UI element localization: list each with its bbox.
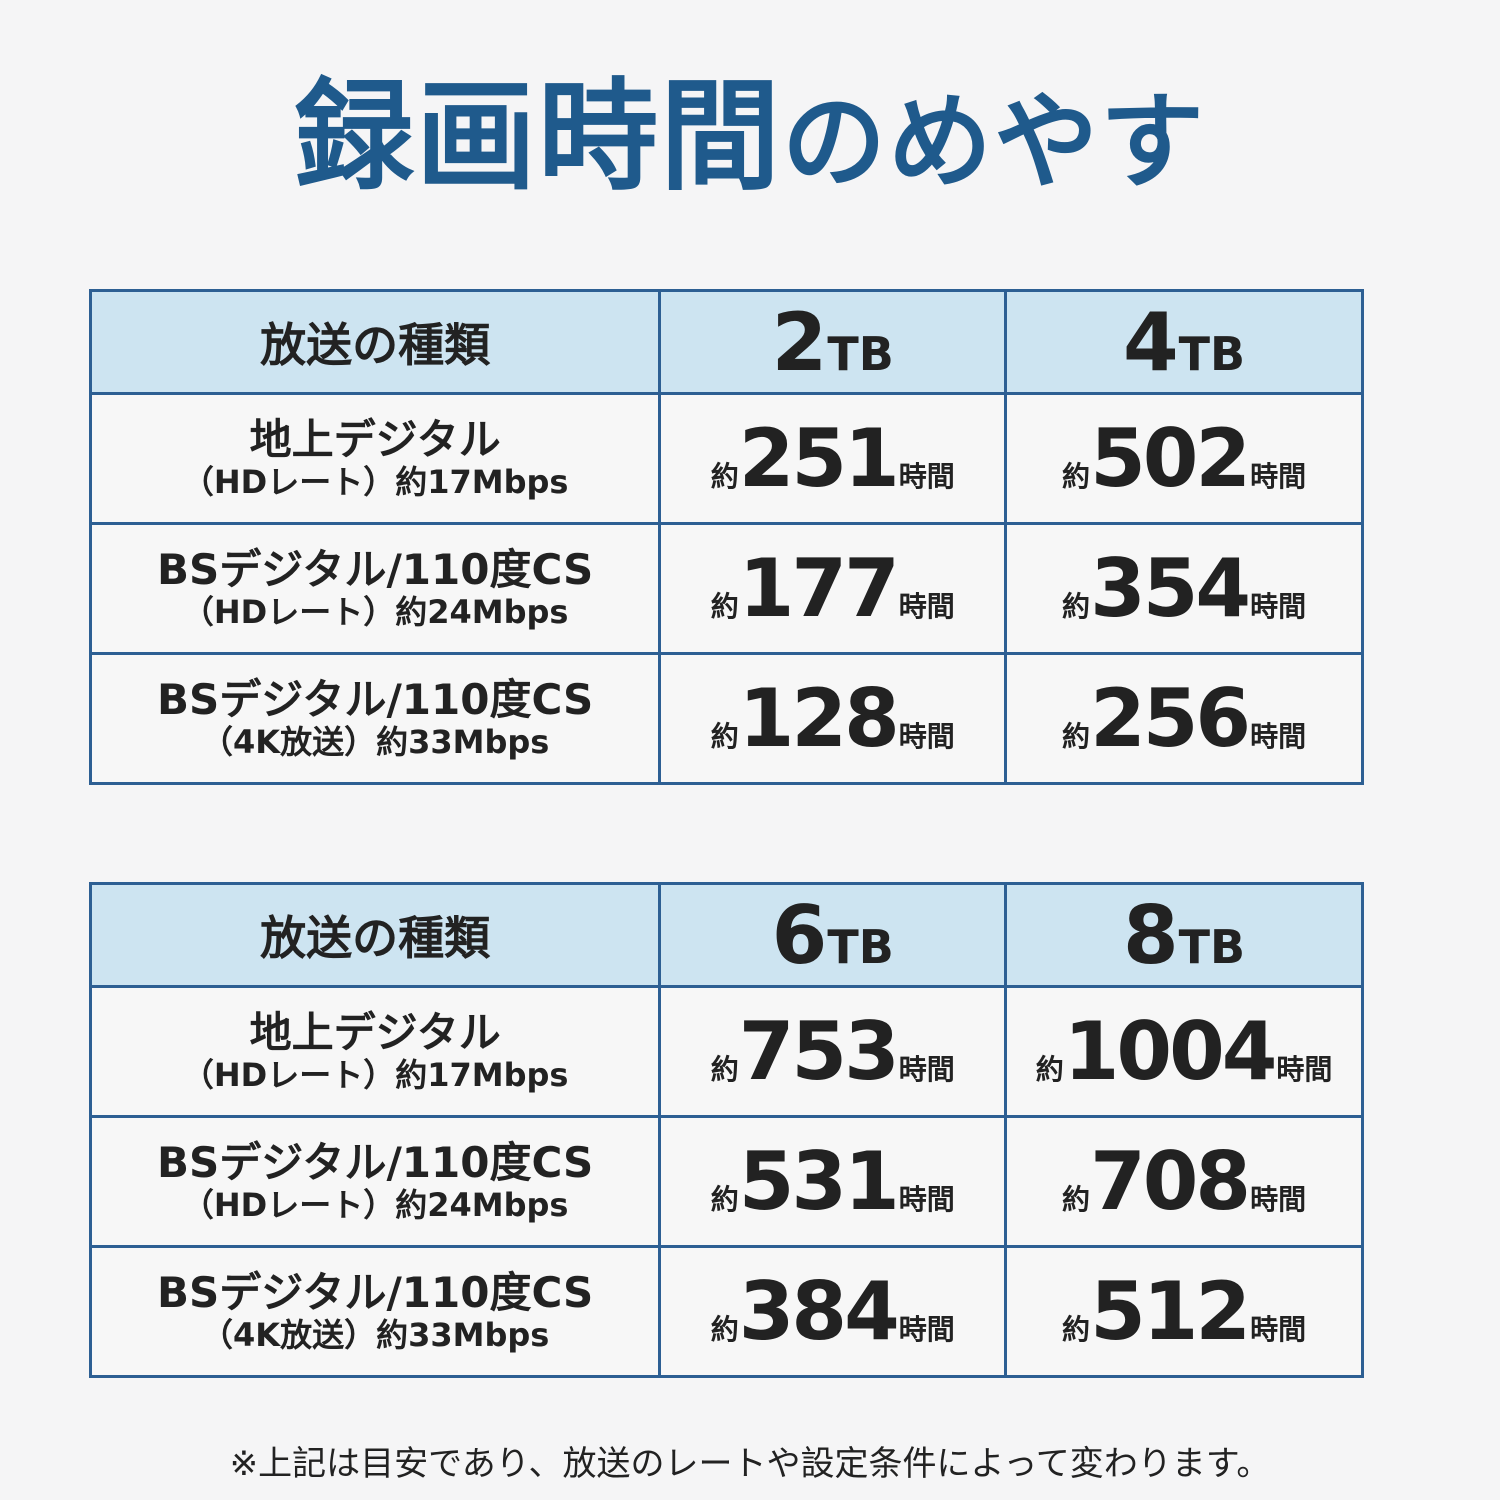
recording-hours-cell: 約753時間 — [658, 985, 1008, 1118]
table-row: BSデジタル/110度CS （4K放送）約33Mbps 約384時間 約512時間 — [88, 1245, 1364, 1378]
recording-hours-cell: 約256時間 — [1004, 652, 1364, 785]
recording-time-table-1: 放送の種類 2TB 4TB 地上デジタル （HDレート）約17Mbps 約251時… — [88, 289, 1364, 785]
recording-time-table-2: 放送の種類 6TB 8TB 地上デジタル （HDレート）約17Mbps 約753時… — [88, 882, 1364, 1378]
recording-hours-cell: 約708時間 — [1004, 1115, 1364, 1248]
recording-hours-cell: 約177時間 — [658, 522, 1008, 655]
page-title: 録画時間のめやす — [0, 78, 1500, 198]
table-header-row: 放送の種類 6TB 8TB — [88, 882, 1364, 988]
header-capacity: 8TB — [1004, 882, 1364, 988]
recording-hours-cell: 約531時間 — [658, 1115, 1008, 1248]
header-capacity: 2TB — [658, 289, 1008, 395]
broadcast-type-cell: BSデジタル/110度CS （4K放送）約33Mbps — [88, 1245, 662, 1378]
footnote: ※上記は目安であり、放送のレートや設定条件によって変わります。 — [229, 1444, 1271, 1484]
title-kana: のめやす — [781, 81, 1206, 203]
recording-hours-cell: 約502時間 — [1004, 392, 1364, 525]
table-row: 地上デジタル （HDレート）約17Mbps 約251時間 約502時間 — [88, 392, 1364, 525]
broadcast-type-cell: 地上デジタル （HDレート）約17Mbps — [88, 985, 662, 1118]
broadcast-type-cell: BSデジタル/110度CS （HDレート）約24Mbps — [88, 1115, 662, 1248]
recording-hours-cell: 約1004時間 — [1004, 985, 1364, 1118]
recording-hours-cell: 約512時間 — [1004, 1245, 1364, 1378]
table-row: BSデジタル/110度CS （4K放送）約33Mbps 約128時間 約256時間 — [88, 652, 1364, 785]
recording-hours-cell: 約128時間 — [658, 652, 1008, 785]
broadcast-type-cell: BSデジタル/110度CS （HDレート）約24Mbps — [88, 522, 662, 655]
table-row: BSデジタル/110度CS （HDレート）約24Mbps 約531時間 約708時… — [88, 1115, 1364, 1248]
table-row: 地上デジタル （HDレート）約17Mbps 約753時間 約1004時間 — [88, 985, 1364, 1118]
title-kanji: 録画時間 — [293, 68, 782, 207]
table-row: BSデジタル/110度CS （HDレート）約24Mbps 約177時間 約354時… — [88, 522, 1364, 655]
recording-hours-cell: 約384時間 — [658, 1245, 1008, 1378]
recording-hours-cell: 約354時間 — [1004, 522, 1364, 655]
recording-hours-cell: 約251時間 — [658, 392, 1008, 525]
broadcast-type-cell: 地上デジタル （HDレート）約17Mbps — [88, 392, 662, 525]
header-broadcast-type: 放送の種類 — [88, 289, 662, 395]
table-header-row: 放送の種類 2TB 4TB — [88, 289, 1364, 395]
header-capacity: 6TB — [658, 882, 1008, 988]
header-broadcast-type: 放送の種類 — [88, 882, 662, 988]
header-capacity: 4TB — [1004, 289, 1364, 395]
broadcast-type-cell: BSデジタル/110度CS （4K放送）約33Mbps — [88, 652, 662, 785]
